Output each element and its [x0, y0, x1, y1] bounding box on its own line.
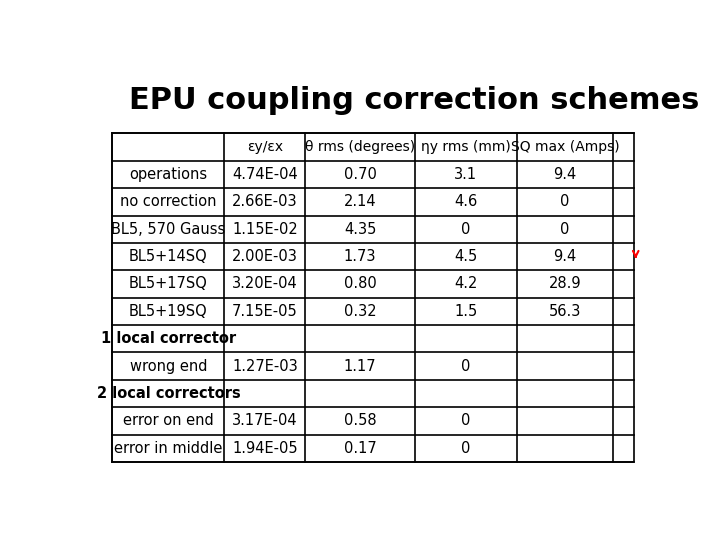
- Text: 0.80: 0.80: [343, 276, 377, 292]
- Text: 4.5: 4.5: [454, 249, 477, 264]
- Text: 0: 0: [461, 441, 470, 456]
- Text: 56.3: 56.3: [549, 304, 581, 319]
- Text: 0: 0: [560, 222, 570, 237]
- Text: BL5, 570 Gauss: BL5, 570 Gauss: [112, 222, 225, 237]
- Text: 7.15E-05: 7.15E-05: [232, 304, 298, 319]
- Text: 2.66E-03: 2.66E-03: [232, 194, 298, 210]
- Text: 1.5: 1.5: [454, 304, 477, 319]
- Text: EPU coupling correction schemes: EPU coupling correction schemes: [129, 86, 699, 114]
- Text: SQ max (Amps): SQ max (Amps): [510, 140, 619, 154]
- Text: 3.1: 3.1: [454, 167, 477, 182]
- Bar: [112, 133, 634, 462]
- Text: 3.17E-04: 3.17E-04: [232, 413, 298, 428]
- Text: 4.35: 4.35: [344, 222, 377, 237]
- Text: error on end: error on end: [123, 413, 214, 428]
- Text: 4.2: 4.2: [454, 276, 477, 292]
- Text: 2.14: 2.14: [344, 194, 377, 210]
- Text: 3.20E-04: 3.20E-04: [232, 276, 298, 292]
- Text: error in middle: error in middle: [114, 441, 222, 456]
- Text: θ rms (degrees): θ rms (degrees): [305, 140, 415, 154]
- Text: 28.9: 28.9: [549, 276, 581, 292]
- Text: 4.74E-04: 4.74E-04: [232, 167, 298, 182]
- Text: 1.27E-03: 1.27E-03: [232, 359, 298, 374]
- Text: 2.00E-03: 2.00E-03: [232, 249, 298, 264]
- Text: 0.70: 0.70: [343, 167, 377, 182]
- Text: 0.32: 0.32: [344, 304, 377, 319]
- Text: 1.15E-02: 1.15E-02: [232, 222, 298, 237]
- Text: 4.6: 4.6: [454, 194, 477, 210]
- Text: no correction: no correction: [120, 194, 217, 210]
- Text: ηy rms (mm): ηy rms (mm): [421, 140, 510, 154]
- Text: 9.4: 9.4: [553, 167, 577, 182]
- Text: 1.94E-05: 1.94E-05: [232, 441, 298, 456]
- Text: 0.58: 0.58: [344, 413, 377, 428]
- Text: operations: operations: [130, 167, 207, 182]
- Text: 1 local corrector: 1 local corrector: [101, 331, 236, 346]
- Text: 1.17: 1.17: [344, 359, 377, 374]
- Text: 0: 0: [461, 359, 470, 374]
- Text: wrong end: wrong end: [130, 359, 207, 374]
- Text: 0: 0: [560, 194, 570, 210]
- Text: 9.4: 9.4: [553, 249, 577, 264]
- Text: 0.17: 0.17: [343, 441, 377, 456]
- Text: 0: 0: [461, 222, 470, 237]
- Text: 0: 0: [461, 413, 470, 428]
- Text: 2 local correctors: 2 local correctors: [96, 386, 240, 401]
- Text: BL5+19SQ: BL5+19SQ: [129, 304, 208, 319]
- Text: 1.73: 1.73: [344, 249, 377, 264]
- Text: BL5+14SQ: BL5+14SQ: [129, 249, 208, 264]
- Text: εy/εx: εy/εx: [247, 140, 283, 154]
- Text: BL5+17SQ: BL5+17SQ: [129, 276, 208, 292]
